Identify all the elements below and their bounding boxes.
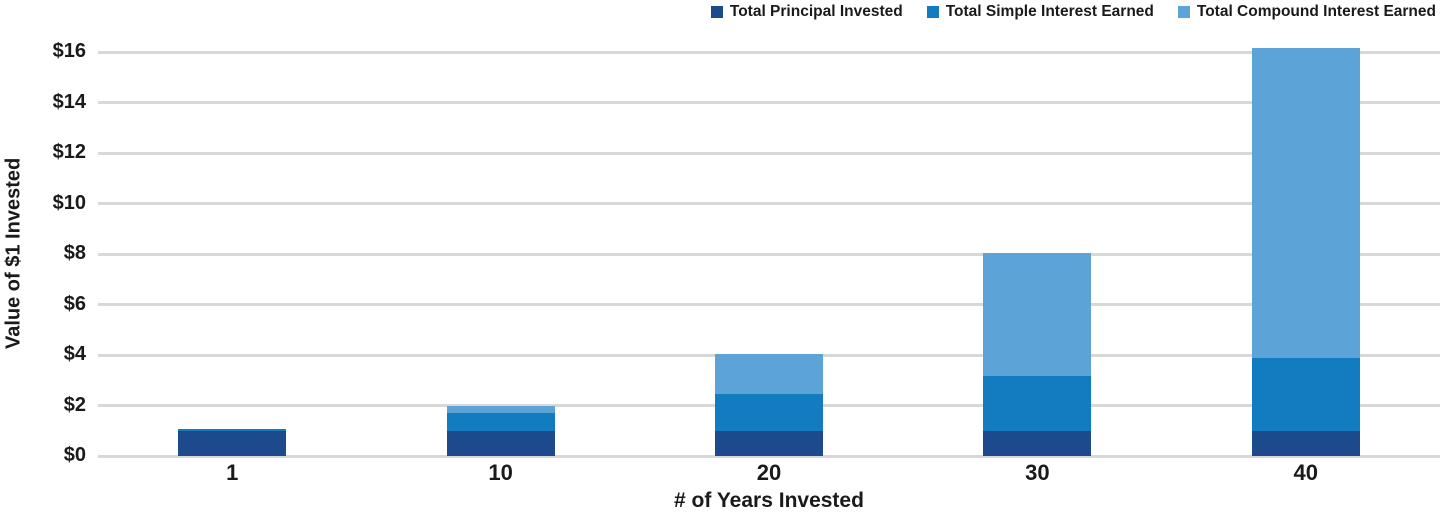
legend-label-principal: Total Principal Invested — [729, 3, 903, 20]
x-category-label-30: 30 — [1025, 460, 1050, 485]
legend-swatch-simple-interest — [926, 6, 939, 18]
bar-year-1-total-principal-invested — [178, 430, 287, 456]
y-tick-label-$16: $16 — [52, 40, 86, 62]
y-tick-label-$4: $4 — [63, 343, 86, 365]
gridline-$14 — [98, 101, 1440, 104]
y-tick-label-$2: $2 — [63, 393, 86, 416]
gridline-$10 — [98, 202, 1440, 205]
bar-year-20-total-principal-invested — [715, 430, 823, 456]
bar-year-40-total-compound-interest-earned — [1251, 48, 1360, 359]
gridline-$8 — [98, 252, 1440, 256]
x-axis-title: # of Years Invested — [674, 489, 864, 512]
bar-year-40-total-principal-invested — [1251, 430, 1360, 456]
legend-label-compound-interest: Total Compound Interest Earned — [1196, 3, 1436, 20]
x-category-label-1: 1 — [226, 460, 239, 485]
bar-year-1-total-simple-interest-earned — [178, 428, 287, 431]
bar-year-40-total-simple-interest-earned — [1251, 358, 1360, 431]
y-tick-label-$6: $6 — [63, 292, 86, 315]
x-category-label-40: 40 — [1293, 460, 1319, 485]
legend-item-simple-interest: Total Simple Interest Earned — [926, 3, 1154, 21]
legend-label-simple-interest: Total Simple Interest Earned — [945, 3, 1154, 20]
y-tick-label-$0: $0 — [63, 444, 86, 466]
x-category-label-10: 10 — [488, 460, 513, 485]
y-tick-label-$12: $12 — [52, 141, 86, 163]
legend-item-compound-interest: Total Compound Interest Earned — [1177, 3, 1436, 21]
y-tick-label-$10: $10 — [52, 191, 86, 214]
legend-item-principal: Total Principal Invested — [710, 3, 903, 21]
gridline-$0 — [98, 454, 1440, 458]
legend-swatch-compound-interest — [1177, 6, 1190, 18]
bar-year-10-total-compound-interest-earned — [446, 405, 555, 413]
bar-year-20-total-compound-interest-earned — [715, 354, 823, 395]
x-category-label-20: 20 — [756, 460, 782, 485]
gridline-$12 — [98, 151, 1440, 155]
bar-year-20-total-simple-interest-earned — [715, 394, 823, 431]
gridline-$6 — [98, 303, 1440, 306]
bar-year-30-total-simple-interest-earned — [983, 376, 1092, 431]
bar-year-10-total-principal-invested — [446, 430, 555, 456]
gridline-$16 — [98, 50, 1440, 54]
bar-year-30-total-compound-interest-earned — [983, 252, 1092, 377]
y-tick-label-$14: $14 — [52, 90, 86, 113]
y-tick-label-$8: $8 — [63, 242, 86, 264]
bar-year-30-total-principal-invested — [983, 430, 1092, 456]
bar-year-10-total-simple-interest-earned — [446, 412, 555, 431]
legend-swatch-principal — [710, 6, 723, 18]
legend: Total Principal Invested Total Simple In… — [710, 2, 1436, 22]
